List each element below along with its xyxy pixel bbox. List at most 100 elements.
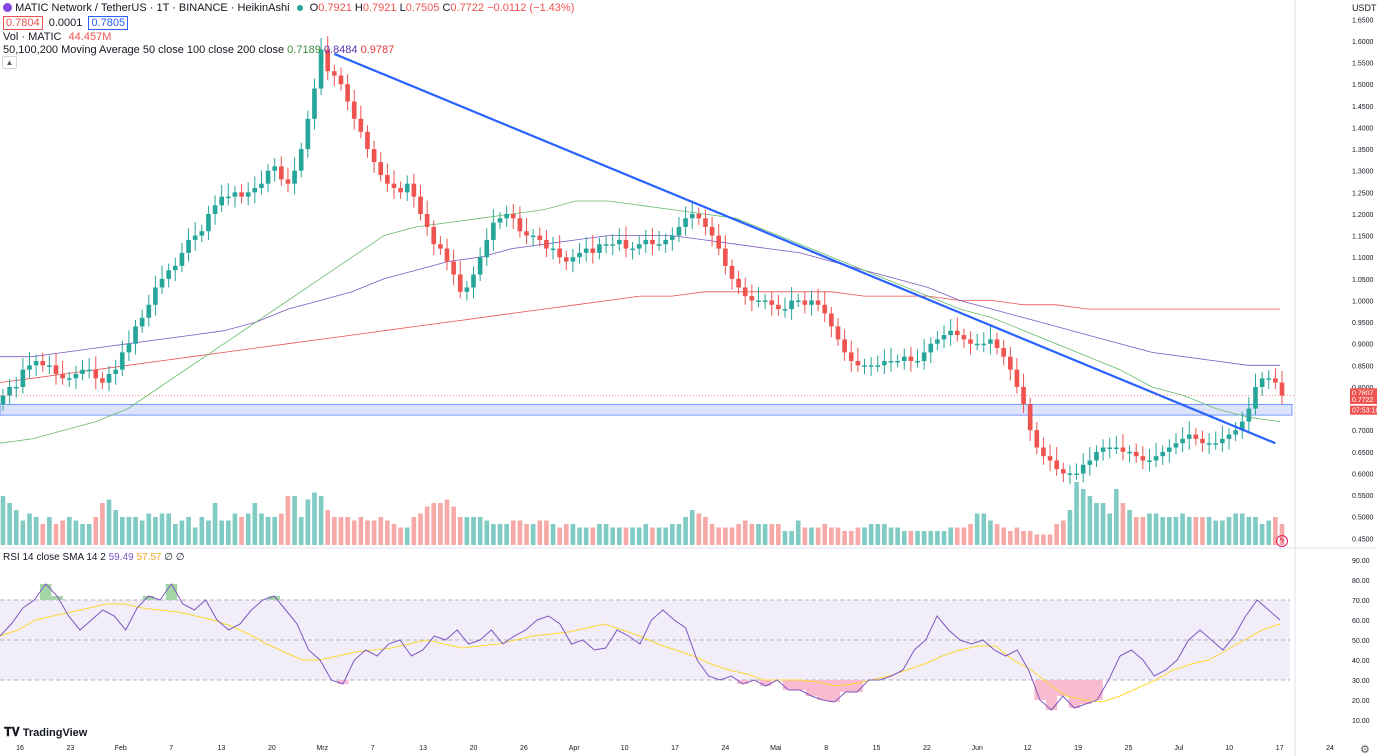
volume-bar (106, 499, 112, 545)
ohlc-low-label: L (399, 2, 406, 14)
candle-body (292, 170, 297, 184)
volume-label: Vol · MATIC (3, 31, 62, 43)
volume-bar (550, 524, 556, 545)
volume-bar (915, 531, 920, 545)
volume-bar (471, 517, 476, 545)
legend-ma-row[interactable]: 50,100,200 Moving Average 50 close 100 c… (3, 44, 394, 57)
price-axis-label: 1.2500 (1352, 190, 1374, 197)
volume-bar (683, 517, 688, 545)
ma-label: 50,100,200 Moving Average 50 close 100 c… (3, 44, 285, 56)
time-axis-label: 10 (621, 745, 629, 752)
rsi-axis[interactable]: 90.00 80.00 70.00 60.00 50.00 40.00 30.00 20.00… (1352, 558, 1370, 725)
candle-body (948, 330, 953, 336)
volume-bar (988, 520, 993, 545)
volume-bar (332, 517, 337, 545)
time-axis-label: Jun (972, 745, 983, 752)
volume-bar (577, 527, 582, 545)
time-axis-label: 22 (923, 745, 931, 752)
chevron-up-icon[interactable]: ▲ (2, 56, 17, 69)
candle-body (1193, 434, 1199, 439)
candle-body (477, 257, 483, 275)
candle-body (1080, 464, 1086, 474)
candle-body (391, 183, 397, 189)
volume-bar (371, 520, 377, 545)
volume-bar (119, 517, 125, 545)
price-tag-box (1350, 394, 1377, 404)
volume-bar (345, 517, 350, 545)
time-axis-label: 24 (1326, 745, 1334, 752)
ask-button[interactable]: 0.7805 (88, 16, 129, 30)
price-tag-box (1350, 388, 1377, 398)
volume-bar (802, 527, 808, 545)
price-axis-label: 0.4500 (1352, 536, 1374, 543)
volume-bar (292, 496, 297, 545)
volume-bar (298, 517, 304, 545)
tradingview-logo[interactable]: 𝐓𝐕 TradingView (4, 725, 87, 740)
candle-body (1021, 386, 1026, 405)
volume-bar (974, 513, 980, 545)
legend-rsi-row[interactable]: RSI 14 close SMA 14 2 59.49 57.57 ∅ ∅ (3, 551, 184, 564)
volume-bar (656, 527, 662, 545)
ma100-value: 0.8484 (323, 44, 358, 56)
lightning-icon[interactable]: ϟ (1276, 535, 1288, 547)
symbol-title[interactable]: MATIC Network / TetherUS · 1T · BINANCE … (15, 2, 290, 14)
candle-body (418, 196, 423, 214)
time-axis-label: 20 (268, 745, 276, 752)
candle-body (279, 166, 284, 180)
candle-body (570, 257, 576, 262)
candle-body (597, 244, 602, 253)
candle-body (1279, 382, 1285, 396)
price-tag-text: 0.7807 (1352, 390, 1374, 397)
time-axis[interactable]: 16 23 Feb 7 13 20 Mrz 7 13 20 26 Apr 10 17 24 Mai 8 15 22 J… (16, 745, 1334, 752)
candle-body (60, 373, 65, 379)
volume-bar (941, 531, 947, 545)
candle-body (40, 361, 46, 366)
volume-bar (504, 524, 509, 545)
volume-bar (1027, 531, 1033, 545)
price-axis-label: 0.7000 (1352, 428, 1374, 435)
legend-volume-row[interactable]: Vol · MATIC 44.457M (3, 31, 111, 44)
time-axis-label: Feb (115, 745, 127, 752)
volume-bar (225, 520, 231, 545)
candle-body (424, 213, 430, 227)
candle-body (225, 196, 231, 199)
bid-button[interactable]: 0.7804 (3, 16, 43, 30)
price-axis-label: 1.1000 (1352, 255, 1374, 262)
candle-body (351, 101, 357, 119)
volume-bar (829, 527, 834, 545)
time-axis-label: 19 (1074, 745, 1082, 752)
price-axis-unit: USDT (1352, 3, 1377, 13)
candle-body (66, 378, 72, 380)
gear-icon[interactable]: ⚙ (1360, 744, 1370, 756)
volume-bar (305, 499, 311, 545)
volume-bar (212, 503, 218, 545)
candle-body (795, 300, 801, 302)
candle-body (689, 213, 695, 219)
candle-body (139, 317, 145, 327)
volume-bar (252, 503, 258, 545)
candle-body (776, 304, 781, 310)
price-axis-label: 1.6500 (1352, 17, 1374, 24)
time-axis-label: 20 (470, 745, 478, 752)
volume-value: 44.457M (68, 31, 112, 43)
volume-bar (411, 517, 417, 545)
candle-body (988, 339, 993, 344)
candle-body (199, 231, 205, 236)
trendline[interactable] (333, 52, 1276, 445)
candle-body (1160, 451, 1166, 457)
candle-body (378, 162, 384, 176)
volume-bar (1226, 517, 1232, 545)
ma200-value: 0.9787 (360, 44, 395, 56)
ohlc-open-label: O (309, 2, 319, 14)
trendline-segment[interactable] (333, 52, 1276, 445)
volume-bar (742, 520, 748, 545)
volume-bar (789, 531, 794, 545)
candle-body (1074, 473, 1079, 475)
volume-bar (7, 503, 12, 545)
candle-body (172, 265, 178, 271)
price-axis-label: 1.3500 (1352, 147, 1374, 154)
candle-body (1200, 438, 1205, 444)
